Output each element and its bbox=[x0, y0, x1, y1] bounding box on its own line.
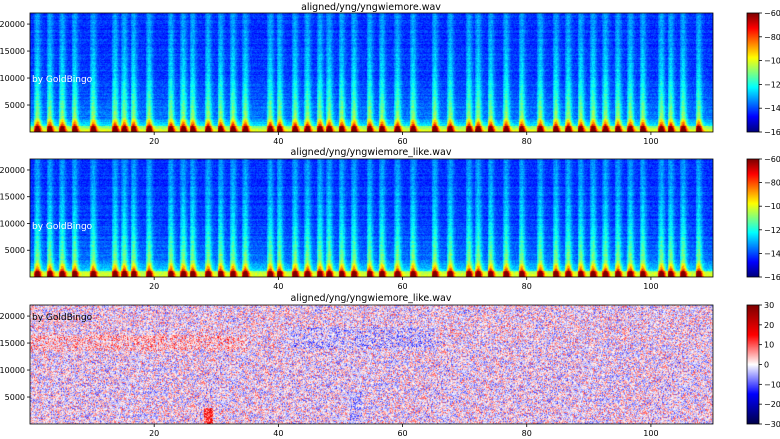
colorbar-tick-label: −120 bbox=[764, 226, 780, 235]
colorbar-tick-label: −80 bbox=[764, 179, 780, 188]
y-tick-label: 20000 bbox=[0, 20, 25, 29]
y-tick-label: 5000 bbox=[5, 393, 25, 402]
y-tick-label: 15000 bbox=[0, 47, 25, 56]
colorbar-tick-label: −160 bbox=[764, 273, 780, 282]
x-tick-label: 40 bbox=[273, 429, 283, 438]
x-tick-label: 20 bbox=[149, 429, 159, 438]
panel-2-colorbar-ticks: −160 −140 −120 −100 −80 −60 bbox=[759, 155, 780, 282]
x-tick-label: 100 bbox=[643, 137, 658, 146]
colorbar-tick-label: −140 bbox=[764, 104, 780, 113]
panel-3-difference-map bbox=[30, 305, 713, 424]
panel-3-title: aligned/yng/yngwiemore_like.wav bbox=[291, 293, 452, 304]
y-tick-label: 5000 bbox=[5, 101, 25, 110]
colorbar-tick-label: −100 bbox=[764, 57, 780, 66]
x-tick-label: 100 bbox=[643, 282, 658, 291]
colorbar-tick-label: −120 bbox=[764, 80, 780, 89]
panel-2-colorbar bbox=[747, 159, 759, 277]
x-tick-label: 80 bbox=[522, 282, 532, 291]
y-tick-label: 15000 bbox=[0, 339, 25, 348]
x-tick-label: 20 bbox=[149, 282, 159, 291]
panel-2-watermark: by GoldBingo bbox=[32, 222, 93, 232]
x-tick-label: 80 bbox=[522, 137, 532, 146]
y-tick-label: 10000 bbox=[0, 74, 25, 83]
x-tick-label: 60 bbox=[397, 282, 407, 291]
colorbar-tick-label: −100 bbox=[764, 202, 780, 211]
panel-3-y-ticks: 5000 10000 15000 20000 bbox=[0, 312, 30, 402]
panel-2-y-ticks: 5000 10000 15000 20000 bbox=[0, 166, 30, 255]
panel-3-frame bbox=[29, 304, 714, 425]
panel-1-y-ticks: 5000 10000 15000 20000 bbox=[0, 20, 30, 110]
panel-2: aligned/yng/yngwiemore_like.wav 5000 1000… bbox=[0, 147, 780, 291]
panel-1: aligned/yng/yngwiemore.wav 5000 10000 1500… bbox=[0, 2, 780, 146]
colorbar-tick-label: −30 bbox=[764, 420, 780, 429]
y-tick-label: 20000 bbox=[0, 166, 25, 175]
colorbar-tick-label: −20 bbox=[764, 400, 780, 409]
panel-1-spectrogram bbox=[30, 13, 713, 132]
y-tick-label: 10000 bbox=[0, 219, 25, 228]
x-tick-label: 40 bbox=[273, 282, 283, 291]
colorbar-tick-label: −140 bbox=[764, 249, 780, 258]
x-tick-label: 60 bbox=[397, 137, 407, 146]
colorbar-tick-label: −160 bbox=[764, 128, 780, 137]
panel-2-spectrogram bbox=[30, 159, 713, 277]
panel-1-watermark: by GoldBingo bbox=[32, 75, 93, 85]
panel-3-x-ticks: 20 40 60 80 100 bbox=[149, 424, 659, 438]
panel-1-frame bbox=[29, 12, 714, 133]
colorbar-tick-label: −10 bbox=[764, 380, 780, 389]
x-tick-label: 60 bbox=[397, 429, 407, 438]
y-tick-label: 10000 bbox=[0, 366, 25, 375]
panel-2-x-ticks: 20 40 60 80 100 bbox=[149, 277, 659, 291]
panel-3: aligned/yng/yngwiemore_like.wav 50001000… bbox=[0, 293, 780, 438]
colorbar-tick-label: −60 bbox=[764, 155, 780, 164]
panel-1-colorbar bbox=[747, 13, 759, 132]
colorbar-tick-label: 20 bbox=[764, 321, 774, 330]
x-tick-label: 80 bbox=[522, 429, 532, 438]
panel-3-watermark: by GoldBingo bbox=[32, 313, 93, 323]
panel-3-colorbar bbox=[747, 305, 759, 424]
panel-1-title: aligned/yng/yngwiemore.wav bbox=[301, 2, 441, 13]
panel-1-colorbar-ticks: −160 −140 −120 −100 −80 −60 bbox=[759, 9, 780, 137]
panel-2-title: aligned/yng/yngwiemore_like.wav bbox=[291, 147, 452, 158]
colorbar-tick-label: 0 bbox=[764, 361, 769, 370]
colorbar-tick-label: −60 bbox=[764, 9, 780, 18]
x-tick-label: 100 bbox=[643, 429, 658, 438]
x-tick-label: 20 bbox=[149, 137, 159, 146]
panel-3-colorbar-ticks: −30 −20 −10 0 10 20 30 bbox=[759, 301, 780, 429]
y-tick-label: 20000 bbox=[0, 312, 25, 321]
panel-2-frame bbox=[29, 158, 714, 278]
panel-1-x-ticks: 20 40 60 80 100 bbox=[149, 132, 659, 146]
y-tick-label: 15000 bbox=[0, 193, 25, 202]
colorbar-tick-label: 10 bbox=[764, 341, 774, 350]
colorbar-tick-label: 30 bbox=[764, 301, 774, 310]
colorbar-tick-label: −80 bbox=[764, 33, 780, 42]
y-tick-label: 5000 bbox=[5, 246, 25, 255]
x-tick-label: 40 bbox=[273, 137, 283, 146]
